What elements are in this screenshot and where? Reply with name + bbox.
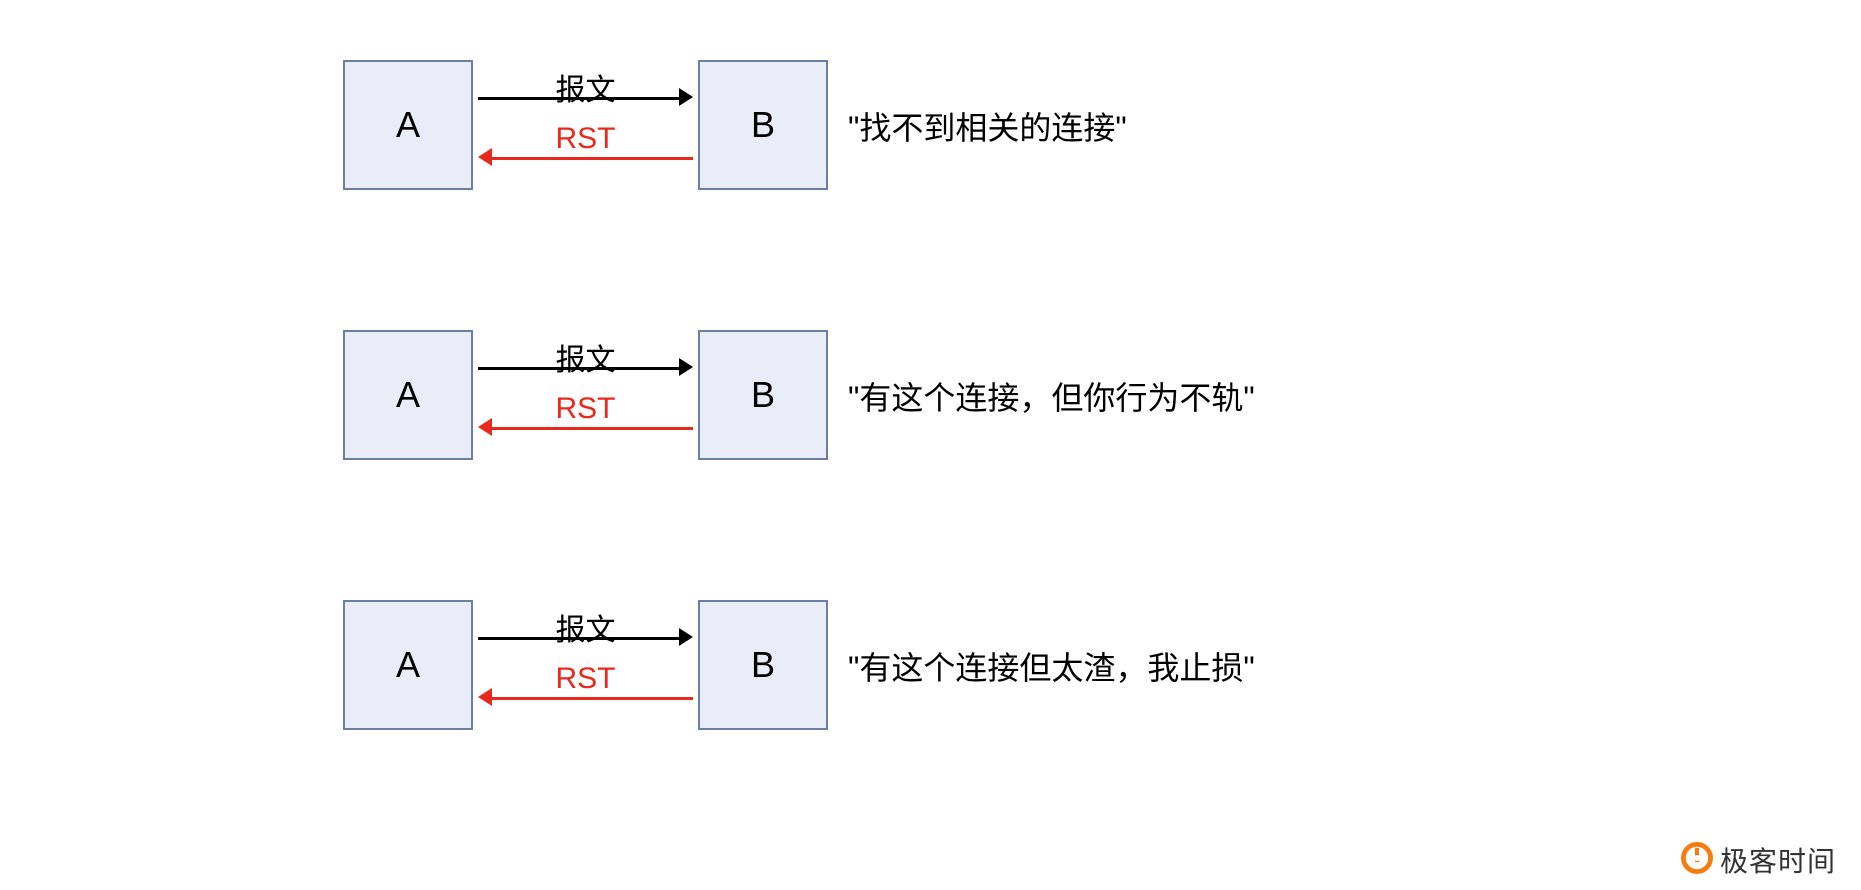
arrow-forward-label-0: 报文 <box>486 65 686 109</box>
node-label-b-1: B <box>751 374 775 416</box>
annotation-0: "找不到相关的连接" <box>848 103 1127 149</box>
arrow-forward-label-1: 报文 <box>486 335 686 379</box>
annotation-2: "有这个连接但太渣，我止损" <box>848 643 1255 689</box>
node-label-b-2: B <box>751 644 775 686</box>
annotation-1: "有这个连接，但你行为不轨" <box>848 373 1255 419</box>
node-label-a-0: A <box>396 104 420 146</box>
watermark-logo-icon <box>1680 841 1714 880</box>
node-a-1: A <box>343 330 473 460</box>
arrow-backward-label-1: RST <box>486 392 686 426</box>
watermark-text: 极客时间 <box>1720 840 1836 880</box>
node-label-a-1: A <box>396 374 420 416</box>
node-a-0: A <box>343 60 473 190</box>
node-a-2: A <box>343 600 473 730</box>
node-label-b-0: B <box>751 104 775 146</box>
node-label-a-2: A <box>396 644 420 686</box>
node-b-0: B <box>698 60 828 190</box>
arrow-forward-label-2: 报文 <box>486 605 686 649</box>
watermark: 极客时间 <box>1680 840 1836 880</box>
arrow-backward-label-0: RST <box>486 122 686 156</box>
node-b-1: B <box>698 330 828 460</box>
node-b-2: B <box>698 600 828 730</box>
diagram-canvas: A B 报文 RST "找不到相关的连接" A B 报文 RST "有这个连接，但你行为不轨" A B… <box>0 0 1861 890</box>
arrow-backward-label-2: RST <box>486 662 686 696</box>
